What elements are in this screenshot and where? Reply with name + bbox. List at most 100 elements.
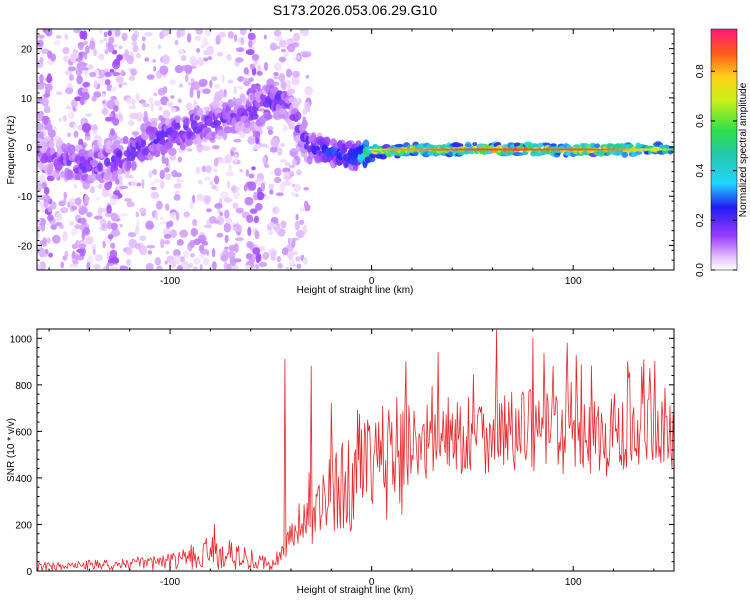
- spectrogram-noise-cell: [63, 197, 67, 206]
- spectrogram-noise-cell: [291, 191, 296, 198]
- spectrogram-ridge-cell: [412, 151, 419, 157]
- spectrogram-noise-cell: [188, 263, 194, 268]
- spectrogram-noise-cell: [103, 37, 108, 42]
- spectrogram-noise-cell: [109, 249, 118, 258]
- spectrogram-noise-cell: [287, 43, 296, 53]
- colorbar-tick-label: 0.6: [695, 114, 706, 128]
- spectrogram-noise-cell: [71, 243, 78, 250]
- spectrogram-core-cell: [590, 148, 597, 151]
- spectrogram-noise-cell: [303, 186, 310, 191]
- spectrogram-noise-cell: [177, 156, 182, 163]
- spectrogram-noise-cell: [190, 227, 198, 237]
- spectrogram-noise-cell: [72, 122, 77, 131]
- spectrogram-noise-cell: [98, 53, 105, 61]
- spectrogram-core-cell: [381, 148, 389, 151]
- spectrogram-ridge-cell: [67, 144, 76, 154]
- spectrogram-noise-cell: [128, 120, 135, 127]
- spectrogram-noise-cell: [193, 257, 201, 265]
- spectrogram-ytick-label: -10: [18, 192, 33, 203]
- spectrogram-noise-cell: [141, 36, 146, 42]
- spectrogram-ridge-cell: [164, 141, 174, 149]
- spectrogram-noise-cell: [203, 106, 212, 111]
- spectrogram-ridge-cell: [223, 126, 233, 134]
- spectrogram-noise-cell: [109, 266, 119, 270]
- spectrogram-noise-cell: [234, 57, 244, 63]
- spectrogram-noise-cell: [205, 165, 212, 174]
- spectrogram-noise-cell: [203, 176, 211, 181]
- spectrogram-noise-cell: [161, 29, 170, 37]
- spectrogram-noise-cell: [277, 262, 283, 269]
- spectrogram-core-cell: [474, 148, 482, 151]
- spectrogram-noise-cell: [105, 116, 112, 122]
- spectrogram-noise-cell: [239, 168, 243, 173]
- spectrogram-noise-cell: [224, 209, 230, 219]
- spectrogram-ridge-cell: [112, 139, 121, 147]
- spectrogram-noise-cell: [155, 200, 163, 210]
- spectrogram-noise-cell: [98, 183, 103, 190]
- spectrogram-core-cell: [403, 148, 411, 151]
- spectrogram-noise-cell: [78, 52, 83, 60]
- spectrogram-noise-cell: [46, 73, 52, 84]
- spectrogram-noise-cell: [84, 45, 90, 54]
- spectrogram-ridge-cell: [56, 138, 64, 149]
- spectrogram-noise-cell: [62, 231, 68, 242]
- spectrogram-noise-cell: [126, 199, 130, 208]
- spectrogram-noise-cell: [254, 230, 260, 240]
- spectrogram-noise-cell: [149, 182, 157, 186]
- spectrogram-noise-cell: [89, 71, 97, 78]
- spectrogram-core-cell: [439, 148, 446, 151]
- spectrogram-noise-cell: [124, 49, 129, 58]
- spectrogram-noise-cell: [39, 240, 46, 246]
- spectrogram-noise-cell: [37, 84, 45, 90]
- spectrogram-noise-cell: [81, 122, 91, 133]
- spectrogram-noise-cell: [169, 79, 176, 85]
- spectrogram-noise-cell: [93, 264, 101, 270]
- spectrogram-noise-cell: [295, 213, 299, 221]
- spectrogram-noise-cell: [149, 117, 159, 123]
- spectrogram-noise-cell: [203, 49, 209, 56]
- spectrogram-noise-cell: [295, 230, 305, 239]
- spectrogram-noise-cell: [273, 29, 282, 37]
- spectrogram-noise-cell: [37, 243, 42, 250]
- spectrogram-noise-cell: [173, 183, 182, 189]
- spectrogram-noise-cell: [151, 169, 158, 175]
- spectrogram-noise-cell: [189, 86, 194, 93]
- spectrogram-noise-cell: [101, 223, 106, 230]
- spectrogram-noise-cell: [296, 54, 300, 60]
- spectrogram-core-cell: [541, 148, 548, 151]
- colorbar-label: Normalized spectral amplitude: [738, 82, 749, 217]
- spectrogram-noise-cell: [290, 251, 299, 255]
- spectrogram-noise-cell: [247, 226, 252, 237]
- spectrogram-noise-cell: [211, 145, 220, 150]
- spectrogram-noise-cell: [190, 253, 195, 258]
- spectrogram-noise-cell: [169, 155, 177, 161]
- spectrogram-noise-cell: [265, 145, 270, 149]
- spectrogram-noise-cell: [296, 169, 302, 176]
- spectrogram-noise-cell: [66, 132, 72, 138]
- chart-title: S173.2026.053.06.29.G10: [273, 2, 437, 18]
- spectrogram-noise-cell: [165, 250, 170, 255]
- spectrogram-core-cell: [581, 148, 588, 151]
- spectrogram-noise-cell: [196, 48, 201, 53]
- spectrogram-noise-cell: [63, 55, 70, 63]
- spectrogram-noise-cell: [52, 234, 61, 244]
- spectrogram-noise-cell: [216, 52, 224, 57]
- spectrogram-noise-cell: [170, 95, 175, 99]
- spectrogram-noise-cell: [202, 88, 211, 95]
- spectrogram-noise-cell: [76, 74, 83, 85]
- spectrogram-noise-cell: [153, 100, 162, 107]
- spectrogram-noise-cell: [304, 204, 311, 212]
- spectrogram-noise-cell: [139, 207, 147, 214]
- snr-ylabel: SNR (10 * v/v): [6, 418, 17, 482]
- spectrogram-noise-cell: [178, 83, 184, 88]
- spectrogram-noise-cell: [69, 263, 79, 268]
- spectrogram-ytick-label: -20: [18, 241, 33, 252]
- spectrogram-ridge-cell: [130, 161, 137, 171]
- spectrogram-core-cell: [372, 148, 380, 151]
- spectrogram-xtick-label: 100: [565, 276, 582, 287]
- spectrogram-noise-cell: [50, 224, 57, 230]
- spectrogram-xtick-label: 0: [369, 276, 375, 287]
- snr-ytick-label: 200: [15, 520, 32, 531]
- spectrogram-noise-cell: [185, 102, 193, 111]
